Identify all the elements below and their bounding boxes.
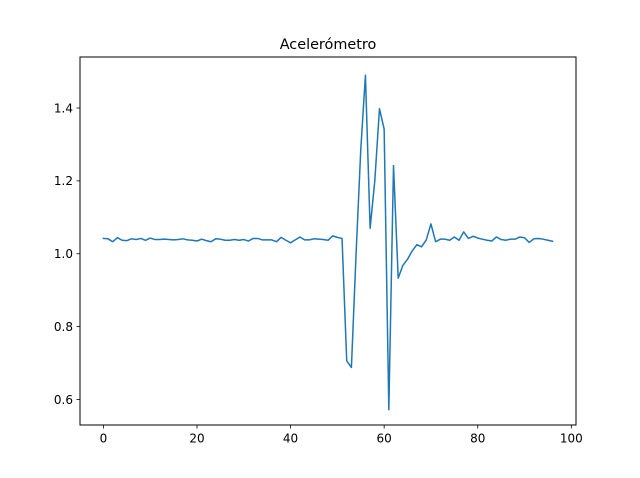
plot-frame [79,56,577,426]
series-line-0 [102,74,554,411]
y-tick-label: 1.0 [54,247,73,261]
y-tick-label: 1.2 [54,174,73,188]
x-axis: 0 20 40 60 80 100 [100,425,583,446]
x-tick-label: 0 [100,432,108,446]
plot-area [102,74,554,411]
x-tick-label: 40 [283,432,298,446]
chart-title: Acelerómetro [280,37,377,53]
x-tick-label: 80 [470,432,485,446]
y-tick-label: 0.8 [54,320,73,334]
y-axis: 0.6 0.8 1.0 1.2 1.4 [54,101,80,407]
y-tick-label: 1.4 [54,101,73,115]
y-tick-label: 0.6 [54,393,73,407]
x-tick-label: 100 [560,432,583,446]
x-tick-label: 20 [189,432,204,446]
x-tick-label: 60 [377,432,392,446]
